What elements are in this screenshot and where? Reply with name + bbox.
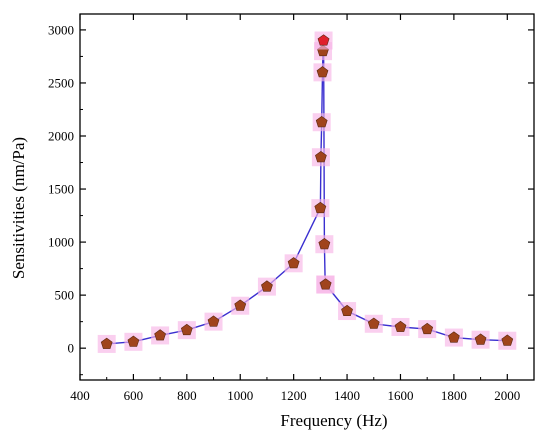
data-point [231, 296, 250, 315]
axis-ticks [79, 14, 534, 380]
x-tick-label: 800 [177, 388, 197, 403]
x-tick-label: 600 [124, 388, 144, 403]
data-point-marker [318, 238, 331, 250]
x-tick-label: 400 [70, 388, 90, 403]
data-point [498, 331, 517, 350]
data-point-marker [448, 331, 460, 343]
data-point-marker [234, 299, 247, 311]
data-point-marker [261, 280, 273, 292]
plot-frame [79, 13, 535, 381]
data-point-marker [341, 304, 353, 317]
data-point [204, 312, 223, 331]
data-point [313, 63, 332, 82]
y-tick-label: 1500 [48, 182, 74, 197]
data-point-marker [180, 323, 193, 336]
data-point [177, 321, 196, 340]
x-axis-title: Frequency (Hz) [280, 411, 387, 430]
data-point [471, 330, 490, 349]
series-line [106, 40, 508, 345]
x-tick-label: 1400 [334, 388, 360, 403]
data-point-marker [154, 329, 166, 341]
data-markers [97, 31, 517, 353]
data-point [364, 314, 383, 333]
data-point-marker [287, 257, 300, 269]
data-point [314, 31, 333, 50]
y-tick-label: 0 [68, 341, 75, 356]
data-point-marker [315, 116, 328, 128]
data-point [391, 317, 410, 336]
x-tick-label: 1800 [441, 388, 467, 403]
data-point-marker [474, 333, 487, 345]
y-tick-label: 2500 [48, 75, 74, 90]
y-tick-label: 500 [55, 288, 75, 303]
data-point [316, 275, 335, 294]
data-point [311, 199, 330, 218]
data-point [418, 320, 437, 339]
data-point [444, 328, 463, 347]
plot-frame-box [79, 13, 535, 381]
y-tick-label: 3000 [48, 22, 74, 37]
x-tick-label: 1600 [387, 388, 413, 403]
data-point-marker [319, 278, 332, 290]
data-point-marker [421, 322, 434, 335]
y-tick-labels: 0 500 1000 1500 2000 2500 3000 [48, 22, 74, 355]
data-point [97, 334, 116, 353]
data-point [257, 277, 276, 296]
x-tick-label: 1000 [227, 388, 253, 403]
data-point [338, 302, 357, 321]
data-point [315, 235, 334, 254]
data-point-marker [316, 66, 329, 78]
data-point-marker [207, 315, 220, 327]
data-point [124, 332, 143, 351]
data-point-marker [314, 201, 327, 214]
data-point-marker [100, 337, 113, 349]
y-tick-label: 2000 [48, 129, 74, 144]
data-point [284, 254, 303, 273]
data-point-marker [315, 151, 327, 163]
data-point [311, 148, 330, 167]
data-point-marker [317, 34, 330, 46]
data-point-marker [501, 334, 514, 346]
x-tick-label: 1200 [281, 388, 307, 403]
x-tick-labels: 400 600 800 1000 1200 1400 1600 1800 2000 [70, 388, 520, 403]
data-point-marker [394, 320, 407, 332]
data-point-marker [367, 317, 380, 329]
data-point [312, 113, 331, 132]
y-tick-label: 1000 [48, 235, 74, 250]
y-axis-title: Sensitivities (nm/Pa) [9, 137, 28, 279]
data-point [151, 326, 170, 345]
data-point-marker [127, 335, 140, 347]
x-tick-label: 2000 [494, 388, 520, 403]
